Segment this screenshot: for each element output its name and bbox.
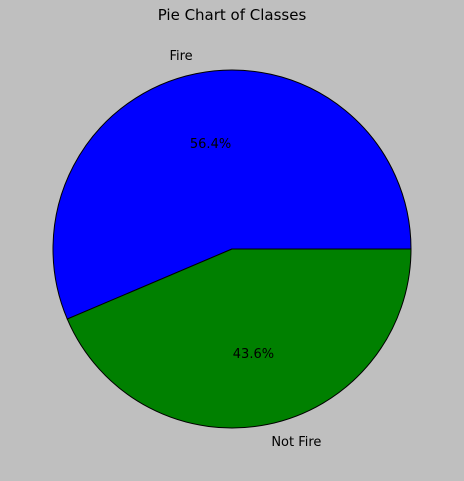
pie-slices: [52, 69, 412, 429]
slice-percent-label: 56.4%: [190, 137, 231, 152]
pie-labels: 56.4% Fire 43.6% Not Fire: [169, 49, 321, 450]
pie-slice-not-fire: [66, 248, 412, 429]
chart-title: Pie Chart of Classes: [158, 6, 307, 24]
slice-category-label: Not Fire: [271, 435, 321, 450]
slice-category-label: Fire: [169, 49, 192, 64]
slice-percent-label: 43.6%: [233, 347, 274, 362]
pie-slice-fire: [52, 69, 412, 320]
